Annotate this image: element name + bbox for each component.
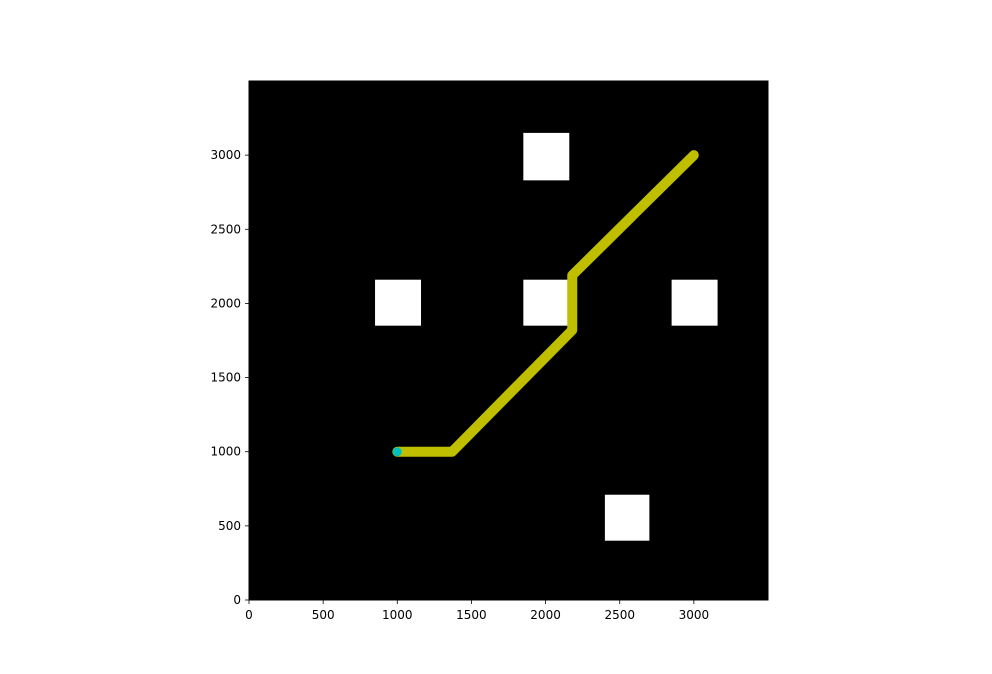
y-tick-label-3000: 3000 (210, 148, 241, 162)
y-tick-label-2000: 2000 (210, 296, 241, 310)
start-marker (392, 447, 402, 457)
y-tick-label-0: 0 (233, 593, 241, 607)
x-tick-label-1500: 1500 (456, 608, 487, 622)
x-tick-label-500: 500 (312, 608, 335, 622)
obstacle-3 (523, 279, 570, 326)
obstacle-4 (671, 279, 718, 326)
y-tick-label-1500: 1500 (210, 371, 241, 385)
plot-frame (248, 80, 769, 601)
y-tick-label-500: 500 (218, 519, 241, 533)
x-tick-label-3000: 3000 (679, 608, 710, 622)
path-line (392, 150, 699, 457)
x-tick-label-2000: 2000 (530, 608, 561, 622)
y-tick-label-1000: 1000 (210, 445, 241, 459)
y-axis: 0 500 1000 1500 2000 2500 3000 (210, 148, 249, 607)
obstacle-1 (523, 132, 570, 181)
plot-area (248, 80, 769, 601)
obstacle-5 (604, 494, 650, 541)
x-tick-label-0: 0 (245, 608, 253, 622)
x-tick-label-1000: 1000 (382, 608, 413, 622)
x-tick-label-2500: 2500 (604, 608, 635, 622)
x-axis: 0 500 1000 1500 2000 2500 3000 (245, 600, 709, 622)
y-tick-label-2500: 2500 (210, 222, 241, 236)
obstacle-2 (375, 279, 422, 326)
